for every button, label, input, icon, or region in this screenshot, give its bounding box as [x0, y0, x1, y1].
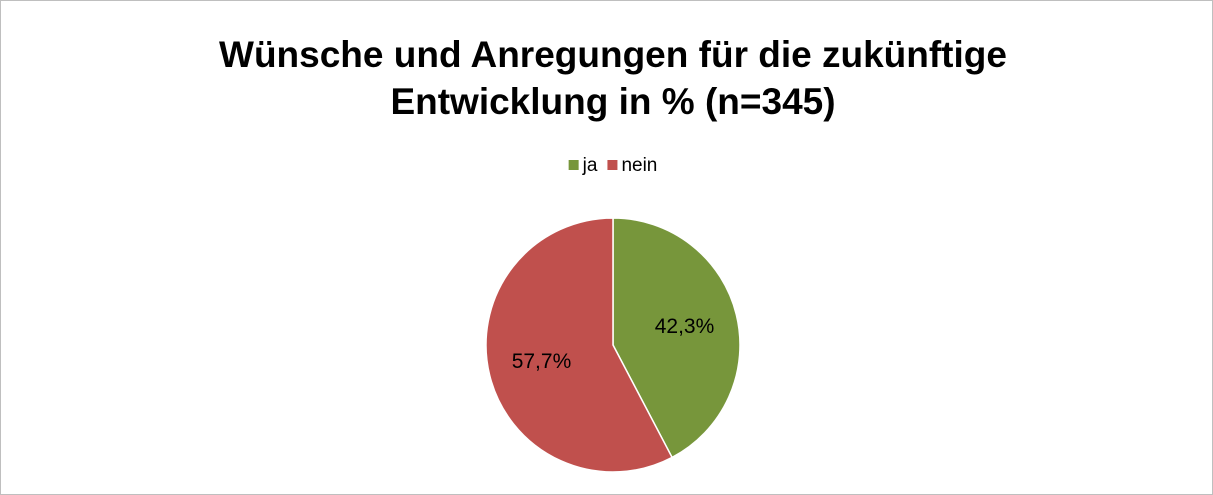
chart-title: Wünsche und Anregungen für die zukünftig… [219, 34, 1007, 75]
data-label: 42,3% [655, 315, 715, 338]
pie-slice [612, 217, 741, 459]
legend-swatch [568, 160, 579, 170]
chart-title: Entwicklung in % (n=345) [390, 81, 835, 122]
legend-label: nein [621, 155, 657, 176]
data-label: 57,7% [512, 350, 572, 373]
pie-slice [485, 217, 674, 473]
legend-swatch [607, 160, 618, 170]
legend-label: ja [582, 155, 598, 176]
